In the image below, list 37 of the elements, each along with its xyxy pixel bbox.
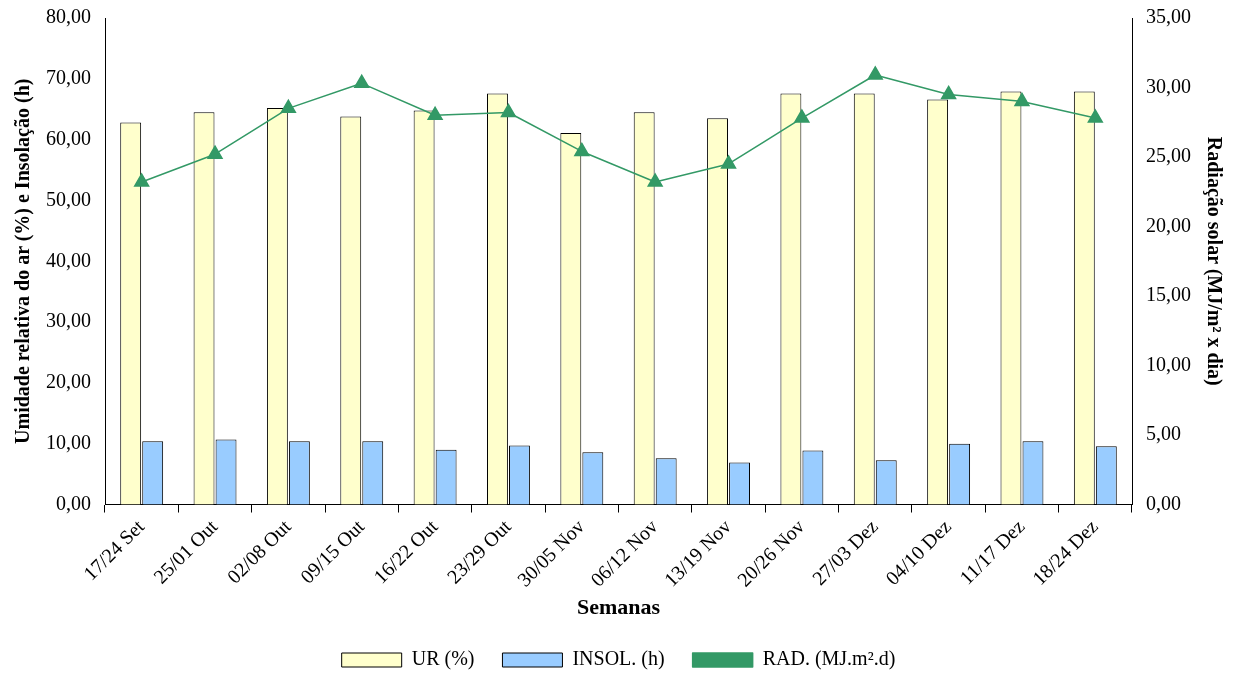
y2-axis-title: Radiação solar (MJ/m² x dia) — [1202, 136, 1226, 386]
y2-tick-label: 10,00 — [1146, 352, 1191, 375]
legend-label: UR (%) — [411, 647, 475, 671]
point — [354, 74, 370, 89]
y2-tick-label: 35,00 — [1146, 5, 1191, 28]
point — [1087, 109, 1103, 123]
point — [647, 173, 663, 187]
point — [207, 145, 223, 159]
y-tick-label: 10,00 — [46, 430, 91, 453]
y2-tick-label: 15,00 — [1146, 283, 1191, 306]
point — [134, 173, 150, 187]
point — [794, 109, 810, 123]
legend-label: INSOL. (h) — [572, 647, 665, 671]
point — [720, 155, 737, 169]
y-tick-label: 80,00 — [46, 5, 91, 28]
point — [867, 66, 883, 80]
y-tick-label: 60,00 — [46, 126, 91, 149]
y2-tick-label: 25,00 — [1146, 144, 1191, 167]
y-tick-label: 20,00 — [46, 370, 91, 393]
point — [427, 106, 443, 121]
legend-label: RAD. (MJ.m².d) — [762, 647, 896, 671]
point — [280, 99, 297, 114]
y2-tick-label: 30,00 — [1146, 74, 1191, 97]
y2-tick-label: 20,00 — [1146, 213, 1191, 236]
y-tick-label: 40,00 — [46, 248, 91, 271]
y-tick-label: 30,00 — [46, 309, 91, 332]
y-tick-label: 0,00 — [56, 491, 91, 514]
y-tick-label: 70,00 — [46, 66, 91, 89]
point — [574, 142, 590, 157]
y-tick-label: 50,00 — [46, 187, 91, 210]
y2-tick-label: 5,00 — [1146, 422, 1181, 445]
y-axis-title: Umidade relativa do ar (%) e Insolação (h) — [11, 78, 35, 444]
point — [1014, 92, 1030, 107]
y2-tick-label: 0,00 — [1146, 491, 1181, 514]
point — [500, 103, 517, 118]
x-axis-title: Semanas — [576, 594, 661, 620]
point — [940, 85, 957, 100]
